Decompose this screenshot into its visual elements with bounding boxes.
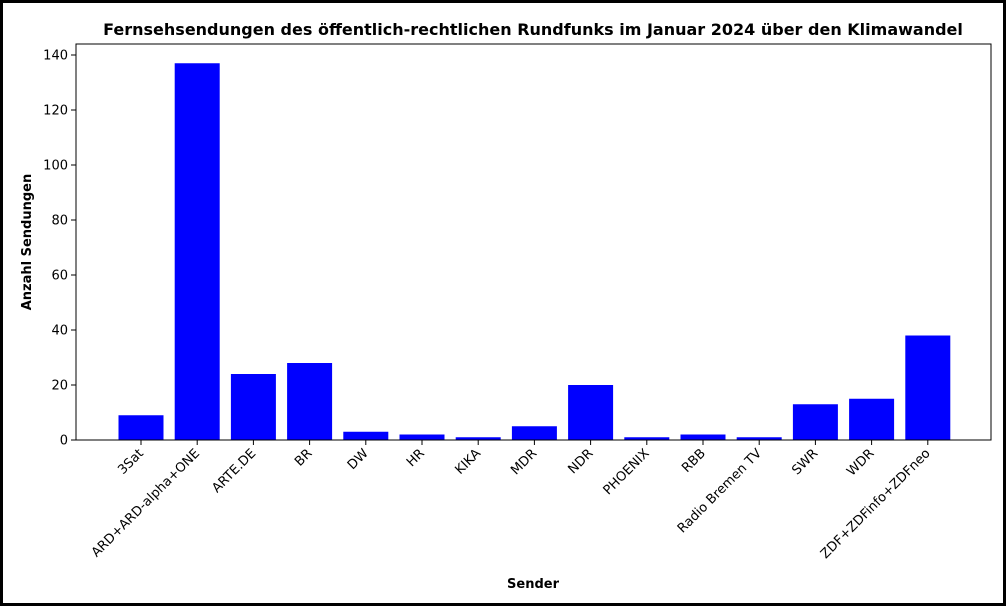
x-tick-label: WDR [844,446,877,479]
x-tick-label: RBB [679,446,709,476]
y-tick-label: 120 [43,104,68,119]
x-tick-label: 3Sat [115,446,147,478]
x-tick-label: ARTE.DE [209,446,259,496]
bar [118,415,164,440]
bar-group [118,63,951,440]
bar [849,398,895,440]
x-tick-label: HR [404,446,428,470]
bar-chart: Fernsehsendungen des öffentlich-rechtlic… [20,20,992,592]
y-tick-label: 80 [51,214,68,229]
bar [511,426,557,440]
bar [399,434,445,440]
bar [736,437,782,440]
y-tick-label: 0 [60,434,68,449]
bar [624,437,670,440]
x-tick-label: MDR [508,446,540,478]
y-tick-label: 100 [43,159,68,174]
x-tick-label: DW [345,446,372,473]
bar [174,63,220,440]
bar [905,335,951,440]
x-tick-label: BR [292,446,315,469]
x-tick-label: PHOENIX [601,446,653,498]
x-tick-label: ARD+ARD-alpha+ONE [89,446,203,560]
y-tick-label: 40 [51,324,68,339]
bar [230,374,276,440]
y-tick-label: 60 [51,269,68,284]
chart-title: Fernsehsendungen des öffentlich-rechtlic… [103,20,963,39]
y-axis-label: Anzahl Sendungen [20,174,35,311]
bar [792,404,838,440]
bar [455,437,501,440]
x-tick-label: KIKA [453,446,485,478]
x-tick-label: ZDF+ZDFinfo+ZDFneo [818,446,934,562]
bar [343,431,389,440]
bar [680,434,726,440]
x-tick-label: SWR [789,446,821,478]
x-tick-label: NDR [565,446,596,477]
x-axis-label: Sender [507,577,560,592]
bar [287,363,333,440]
y-axis: 0 20 40 60 80 100 120 140 [43,49,76,449]
plot-area [75,43,992,441]
y-tick-label: 140 [43,49,68,64]
bar [568,385,614,440]
y-tick-label: 20 [51,379,68,394]
